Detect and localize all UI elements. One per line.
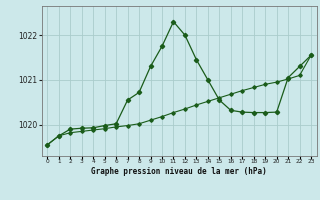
X-axis label: Graphe pression niveau de la mer (hPa): Graphe pression niveau de la mer (hPa) xyxy=(91,167,267,176)
